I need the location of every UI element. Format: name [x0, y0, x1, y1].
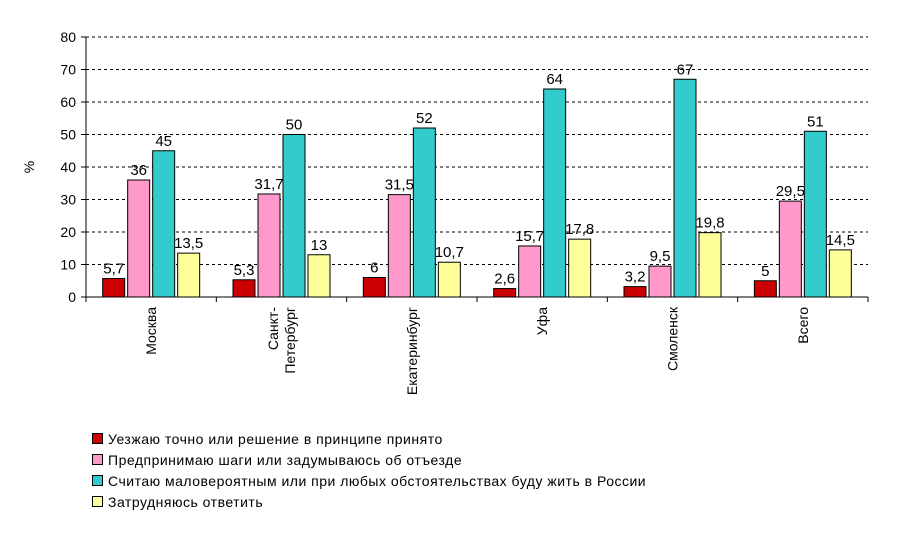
legend-swatch [92, 496, 103, 507]
data-label: 17,8 [565, 221, 594, 238]
y-tick-label: 0 [68, 289, 76, 305]
data-label: 45 [155, 133, 172, 150]
bar [307, 254, 331, 298]
data-label: 3,2 [625, 269, 646, 286]
bar [493, 288, 517, 298]
bar [152, 150, 176, 298]
bar [412, 127, 436, 298]
bar [177, 252, 201, 298]
data-label: 5 [761, 263, 769, 280]
x-category-label: Смоленск [665, 306, 681, 371]
y-tick-label: 20 [60, 224, 76, 240]
x-category-label: Санкт- [265, 307, 281, 350]
y-axis-label: % [21, 161, 37, 173]
data-label: 13,5 [174, 235, 203, 252]
bar [102, 277, 126, 298]
bar [257, 193, 281, 298]
data-label: 64 [546, 71, 563, 88]
legend-label: Уезжаю точно или решение в принципе прин… [108, 430, 443, 447]
bar [828, 249, 852, 298]
bar [232, 279, 256, 298]
bar-chart: 0 10 20 30 40 50 60 70 80% 5,7 36 45 13,5 Москва 5,3 31… [21, 29, 869, 395]
bar [568, 238, 592, 298]
data-label: 6 [370, 260, 378, 277]
data-label: 10,7 [435, 244, 464, 261]
bar [518, 245, 542, 298]
bar [127, 179, 151, 298]
y-tick-label: 70 [60, 62, 76, 78]
legend-label: Предпринимаю шаги или задумываюсь об отъ… [108, 451, 463, 468]
bar [778, 200, 802, 298]
data-label: 14,5 [826, 232, 855, 249]
bar [437, 261, 461, 298]
data-label: 5,3 [234, 262, 255, 279]
bar [543, 88, 567, 298]
legend-item: Предпринимаю шаги или задумываюсь об отъ… [92, 449, 646, 470]
data-label: 31,7 [254, 176, 283, 193]
x-category-label: Уфа [534, 307, 550, 335]
x-category-label: Москва [143, 307, 159, 355]
legend-item: Затрудняюсь ответить [92, 491, 646, 512]
legend-item: Уезжаю точно или решение в принципе прин… [92, 428, 646, 449]
y-tick-label: 40 [60, 159, 76, 175]
bar [673, 78, 697, 298]
data-label: 9,5 [650, 248, 671, 265]
bar [623, 286, 647, 298]
data-label: 29,5 [776, 183, 805, 200]
bar [753, 280, 777, 298]
data-label: 5,7 [103, 260, 124, 277]
bar [282, 134, 306, 298]
legend-swatch [92, 475, 103, 486]
data-label: 52 [416, 110, 433, 127]
data-label: 50 [286, 117, 303, 134]
bar [803, 130, 827, 298]
data-label: 15,7 [515, 228, 544, 245]
x-category-label: Петербург [282, 307, 298, 374]
legend-item: Считаю маловероятным или при любых обсто… [92, 470, 646, 491]
legend-label: Затрудняюсь ответить [108, 493, 264, 510]
y-tick-label: 60 [60, 94, 76, 110]
bar [387, 194, 411, 298]
bar [648, 265, 672, 298]
data-label: 31,5 [385, 177, 414, 194]
x-category-label: Всего [795, 307, 811, 344]
chart-legend: Уезжаю точно или решение в принципе прин… [92, 428, 646, 512]
y-tick-label: 50 [60, 127, 76, 143]
x-category-label: Екатеринбург [404, 307, 420, 395]
y-tick-label: 10 [60, 257, 76, 273]
legend-swatch [92, 454, 103, 465]
data-label: 2,6 [494, 271, 515, 288]
bar [698, 232, 722, 298]
legend-swatch [92, 433, 103, 444]
legend-label: Считаю маловероятным или при любых обсто… [108, 472, 647, 489]
data-label: 19,8 [695, 215, 724, 232]
y-tick-label: 30 [60, 192, 76, 208]
data-label: 67 [677, 61, 694, 78]
bar [362, 277, 386, 298]
y-tick-label: 80 [60, 29, 76, 45]
data-label: 51 [807, 113, 824, 130]
data-label: 13 [311, 237, 328, 254]
data-label: 36 [130, 162, 147, 179]
